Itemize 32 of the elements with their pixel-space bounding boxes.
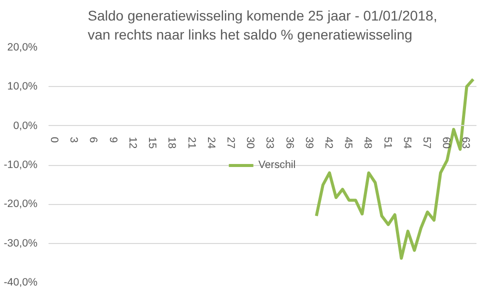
x-tick-label: 30 xyxy=(244,136,256,149)
legend-label: Verschil xyxy=(258,158,296,170)
x-tick-label: 24 xyxy=(204,136,217,149)
x-tick-label: 48 xyxy=(362,136,374,149)
x-tick-label: 18 xyxy=(166,136,178,149)
x-tick-label: 63 xyxy=(460,136,472,149)
x-tick-label: 21 xyxy=(185,136,198,149)
x-tick-label: 27 xyxy=(224,136,236,149)
chart-title: Saldo generatiewisseling komende 25 jaar - 01/01/2018, van rechts naar links het saldo % generatiewisseling xyxy=(88,7,438,42)
y-tick-label: -40,0% xyxy=(4,276,38,288)
x-tick-label: 51 xyxy=(381,136,394,149)
x-tick-label: 6 xyxy=(87,136,100,143)
x-tick-label: 33 xyxy=(264,136,276,149)
line-series xyxy=(314,78,475,260)
x-tick-label: 57 xyxy=(420,136,432,149)
y-tick-label: -10,0% xyxy=(4,159,38,171)
x-tick-label: 9 xyxy=(106,136,119,143)
y-tick-label: 10,0% xyxy=(7,80,38,93)
x-tick-label: 12 xyxy=(126,136,138,149)
x-tick-label: 0 xyxy=(48,136,60,143)
x-tick-label: 36 xyxy=(283,136,296,149)
x-tick-label: 15 xyxy=(146,136,158,149)
x-tick-label: 45 xyxy=(342,136,354,149)
x-tick-label: 42 xyxy=(322,136,334,149)
x-tick-label: 60 xyxy=(440,136,452,149)
y-tick-label: -20,0% xyxy=(4,198,38,210)
x-tick-label: 54 xyxy=(400,136,413,149)
x-tick-label: 3 xyxy=(68,136,80,143)
y-tick-label: 20,0% xyxy=(7,42,38,54)
y-tick-label: 0,0% xyxy=(13,120,38,132)
y-tick-label: -30,0% xyxy=(4,237,38,250)
x-tick-label: 39 xyxy=(302,136,315,149)
